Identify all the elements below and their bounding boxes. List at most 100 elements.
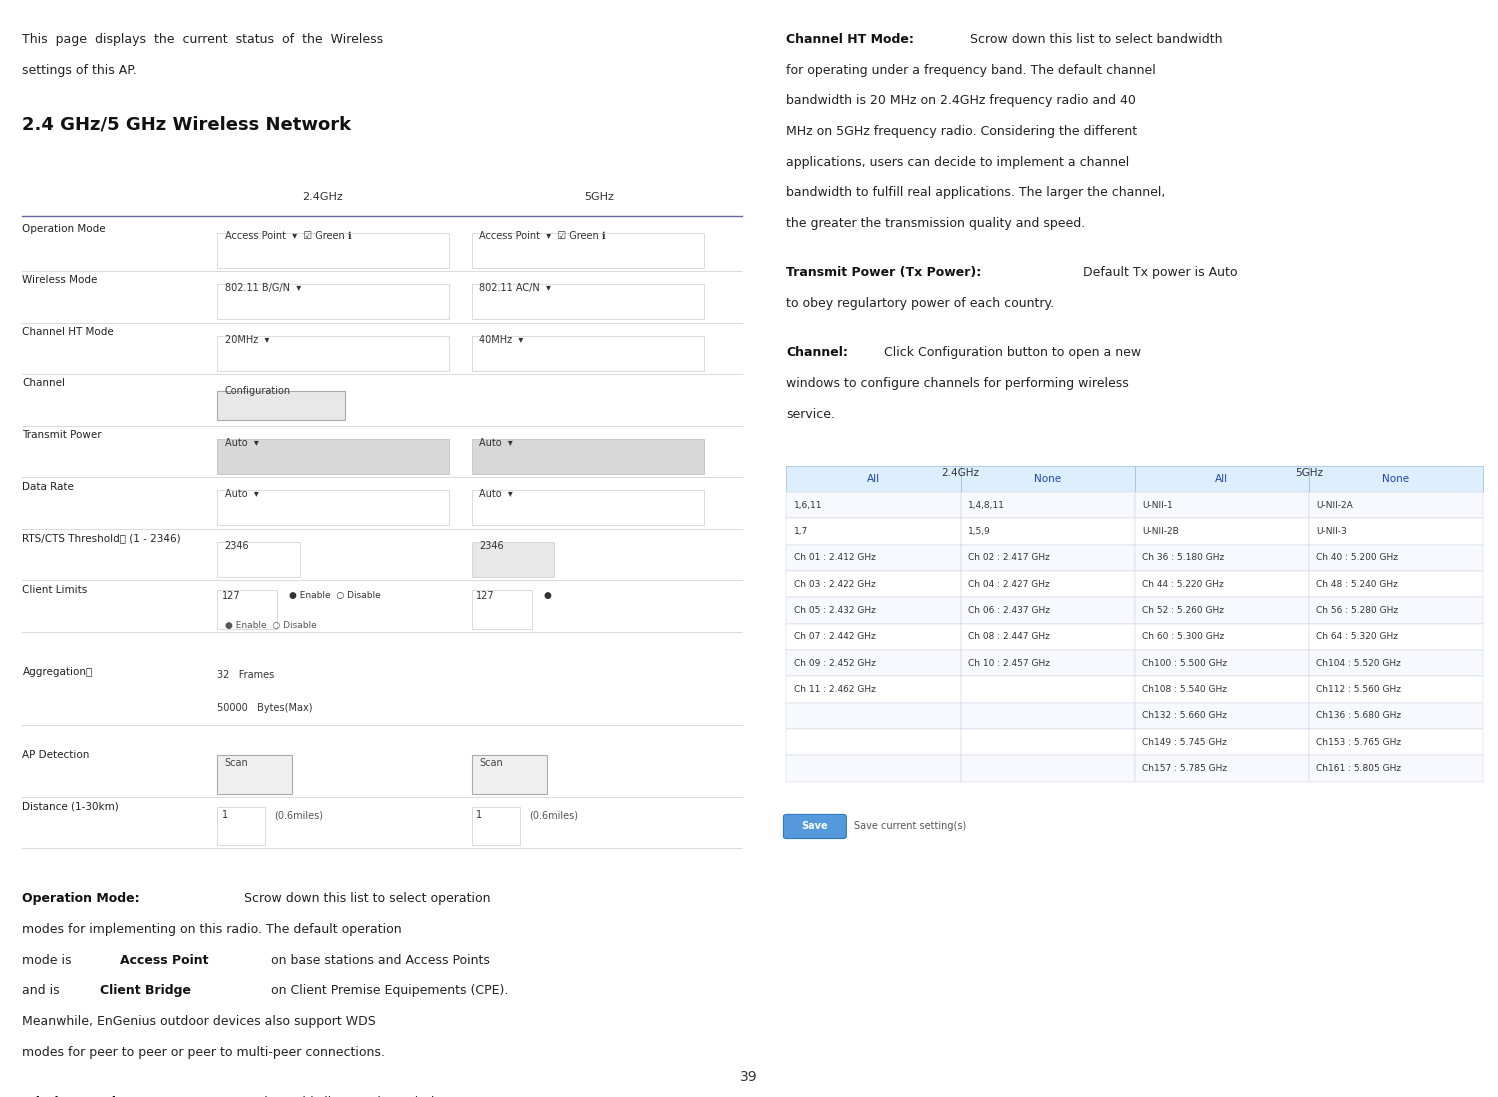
FancyBboxPatch shape — [217, 284, 449, 319]
Text: ● Enable  ○ Disable: ● Enable ○ Disable — [225, 621, 316, 630]
Text: RTS/CTS Thresholdⓘ (1 - 2346): RTS/CTS Thresholdⓘ (1 - 2346) — [22, 533, 181, 543]
Text: U-NII-1: U-NII-1 — [1143, 500, 1173, 510]
FancyBboxPatch shape — [960, 465, 1135, 491]
Text: Ch 36 : 5.180 GHz: Ch 36 : 5.180 GHz — [1143, 553, 1224, 563]
FancyBboxPatch shape — [1135, 649, 1309, 676]
Text: 802.11 B/G/N  ▾: 802.11 B/G/N ▾ — [225, 283, 301, 293]
Text: Ch 07 : 2.442 GHz: Ch 07 : 2.442 GHz — [794, 632, 876, 642]
Text: (0.6miles): (0.6miles) — [529, 810, 578, 821]
FancyBboxPatch shape — [786, 465, 960, 491]
Text: Distance (1-30km): Distance (1-30km) — [22, 801, 120, 812]
Text: Auto  ▾: Auto ▾ — [479, 489, 514, 499]
FancyBboxPatch shape — [960, 702, 1135, 728]
Text: to obey regulartory power of each country.: to obey regulartory power of each countr… — [786, 297, 1055, 310]
FancyBboxPatch shape — [1309, 623, 1483, 649]
Text: Ch 64 : 5.320 GHz: Ch 64 : 5.320 GHz — [1317, 632, 1398, 642]
Text: Ch112 : 5.560 GHz: Ch112 : 5.560 GHz — [1317, 685, 1401, 694]
FancyBboxPatch shape — [472, 542, 554, 577]
Text: the greater the transmission quality and speed.: the greater the transmission quality and… — [786, 217, 1086, 230]
FancyBboxPatch shape — [1135, 491, 1309, 518]
Text: and is: and is — [22, 984, 64, 997]
FancyBboxPatch shape — [217, 490, 449, 525]
Text: 1,6,11: 1,6,11 — [794, 500, 822, 510]
Text: windows to configure channels for performing wireless: windows to configure channels for perfor… — [786, 377, 1129, 389]
FancyBboxPatch shape — [1309, 728, 1483, 755]
FancyBboxPatch shape — [960, 755, 1135, 781]
Text: 802.11 AC/N  ▾: 802.11 AC/N ▾ — [479, 283, 551, 293]
FancyBboxPatch shape — [472, 490, 704, 525]
Text: Scan: Scan — [479, 758, 503, 769]
Text: Ch 44 : 5.220 GHz: Ch 44 : 5.220 GHz — [1143, 579, 1224, 589]
FancyBboxPatch shape — [217, 336, 449, 371]
Text: Ch 09 : 2.452 GHz: Ch 09 : 2.452 GHz — [794, 658, 876, 668]
Text: Ch 52 : 5.260 GHz: Ch 52 : 5.260 GHz — [1143, 606, 1224, 615]
FancyBboxPatch shape — [783, 814, 846, 838]
FancyBboxPatch shape — [960, 597, 1135, 623]
Text: Access Point  ▾  ☑ Green ℹ: Access Point ▾ ☑ Green ℹ — [479, 231, 607, 241]
FancyBboxPatch shape — [1309, 597, 1483, 623]
Text: modes for implementing on this radio. The default operation: modes for implementing on this radio. Th… — [22, 923, 401, 936]
Text: Ch100 : 5.500 GHz: Ch100 : 5.500 GHz — [1143, 658, 1227, 668]
Text: Ch132 : 5.660 GHz: Ch132 : 5.660 GHz — [1143, 711, 1227, 721]
Text: Ch108 : 5.540 GHz: Ch108 : 5.540 GHz — [1143, 685, 1227, 694]
FancyBboxPatch shape — [472, 806, 520, 845]
Text: Operation Mode:: Operation Mode: — [22, 892, 141, 905]
Text: Ch 10 : 2.457 GHz: Ch 10 : 2.457 GHz — [968, 658, 1050, 668]
Text: Access Point: Access Point — [120, 953, 208, 966]
Text: Transmit Power: Transmit Power — [22, 430, 102, 440]
Text: bandwidth to fulfill real applications. The larger the channel,: bandwidth to fulfill real applications. … — [786, 186, 1165, 200]
Text: This  page  displays  the  current  status  of  the  Wireless: This page displays the current status of… — [22, 33, 383, 46]
FancyBboxPatch shape — [786, 491, 960, 518]
Text: Client Limits: Client Limits — [22, 585, 88, 595]
FancyBboxPatch shape — [960, 544, 1135, 570]
Text: applications, users can decide to implement a channel: applications, users can decide to implem… — [786, 156, 1129, 169]
FancyBboxPatch shape — [1309, 491, 1483, 518]
FancyBboxPatch shape — [217, 439, 449, 474]
Text: None: None — [1034, 474, 1061, 484]
Text: 1: 1 — [222, 810, 228, 821]
FancyBboxPatch shape — [1309, 755, 1483, 781]
Text: Channel: Channel — [22, 378, 66, 388]
FancyBboxPatch shape — [960, 728, 1135, 755]
Text: Auto  ▾: Auto ▾ — [225, 438, 259, 448]
Text: 2346: 2346 — [479, 541, 503, 551]
Text: 20MHz  ▾: 20MHz ▾ — [225, 335, 270, 344]
Text: MHz on 5GHz frequency radio. Considering the different: MHz on 5GHz frequency radio. Considering… — [786, 125, 1137, 138]
Text: Ch 56 : 5.280 GHz: Ch 56 : 5.280 GHz — [1317, 606, 1399, 615]
FancyBboxPatch shape — [1135, 597, 1309, 623]
Text: Access Point  ▾  ☑ Green ℹ: Access Point ▾ ☑ Green ℹ — [225, 231, 352, 241]
FancyBboxPatch shape — [1135, 570, 1309, 597]
Text: Meanwhile, EnGenius outdoor devices also support WDS: Meanwhile, EnGenius outdoor devices also… — [22, 1015, 376, 1028]
Text: Auto  ▾: Auto ▾ — [479, 438, 514, 448]
FancyBboxPatch shape — [960, 623, 1135, 649]
FancyBboxPatch shape — [786, 649, 960, 676]
Text: Ch 60 : 5.300 GHz: Ch 60 : 5.300 GHz — [1143, 632, 1224, 642]
Text: Wireless Mode: Wireless Mode — [22, 275, 97, 285]
Text: Default Tx power is Auto: Default Tx power is Auto — [1079, 267, 1237, 280]
FancyBboxPatch shape — [786, 570, 960, 597]
Text: Ch 40 : 5.200 GHz: Ch 40 : 5.200 GHz — [1317, 553, 1398, 563]
Text: service.: service. — [786, 408, 836, 420]
Text: U-NII-2B: U-NII-2B — [1143, 527, 1179, 536]
Text: (0.6miles): (0.6miles) — [274, 810, 324, 821]
Text: Ch157 : 5.785 GHz: Ch157 : 5.785 GHz — [1143, 764, 1227, 773]
Text: 127: 127 — [222, 591, 240, 601]
Text: for operating under a frequency band. The default channel: for operating under a frequency band. Th… — [786, 64, 1156, 77]
Text: settings of this AP.: settings of this AP. — [22, 64, 138, 77]
FancyBboxPatch shape — [472, 590, 532, 629]
Text: Data Rate: Data Rate — [22, 482, 75, 491]
Text: Ch 04 : 2.427 GHz: Ch 04 : 2.427 GHz — [968, 579, 1050, 589]
Text: Channel HT Mode:: Channel HT Mode: — [786, 33, 914, 46]
FancyBboxPatch shape — [1135, 518, 1309, 544]
Text: Ch161 : 5.805 GHz: Ch161 : 5.805 GHz — [1317, 764, 1402, 773]
Text: 5GHz: 5GHz — [1294, 467, 1323, 478]
Text: Channel HT Mode: Channel HT Mode — [22, 327, 114, 337]
FancyBboxPatch shape — [217, 806, 265, 845]
Text: Ch136 : 5.680 GHz: Ch136 : 5.680 GHz — [1317, 711, 1402, 721]
Text: U-NII-3: U-NII-3 — [1317, 527, 1347, 536]
Text: 40MHz  ▾: 40MHz ▾ — [479, 335, 524, 344]
FancyBboxPatch shape — [1135, 702, 1309, 728]
FancyBboxPatch shape — [786, 544, 960, 570]
FancyBboxPatch shape — [472, 336, 704, 371]
Text: Channel:: Channel: — [786, 347, 848, 359]
